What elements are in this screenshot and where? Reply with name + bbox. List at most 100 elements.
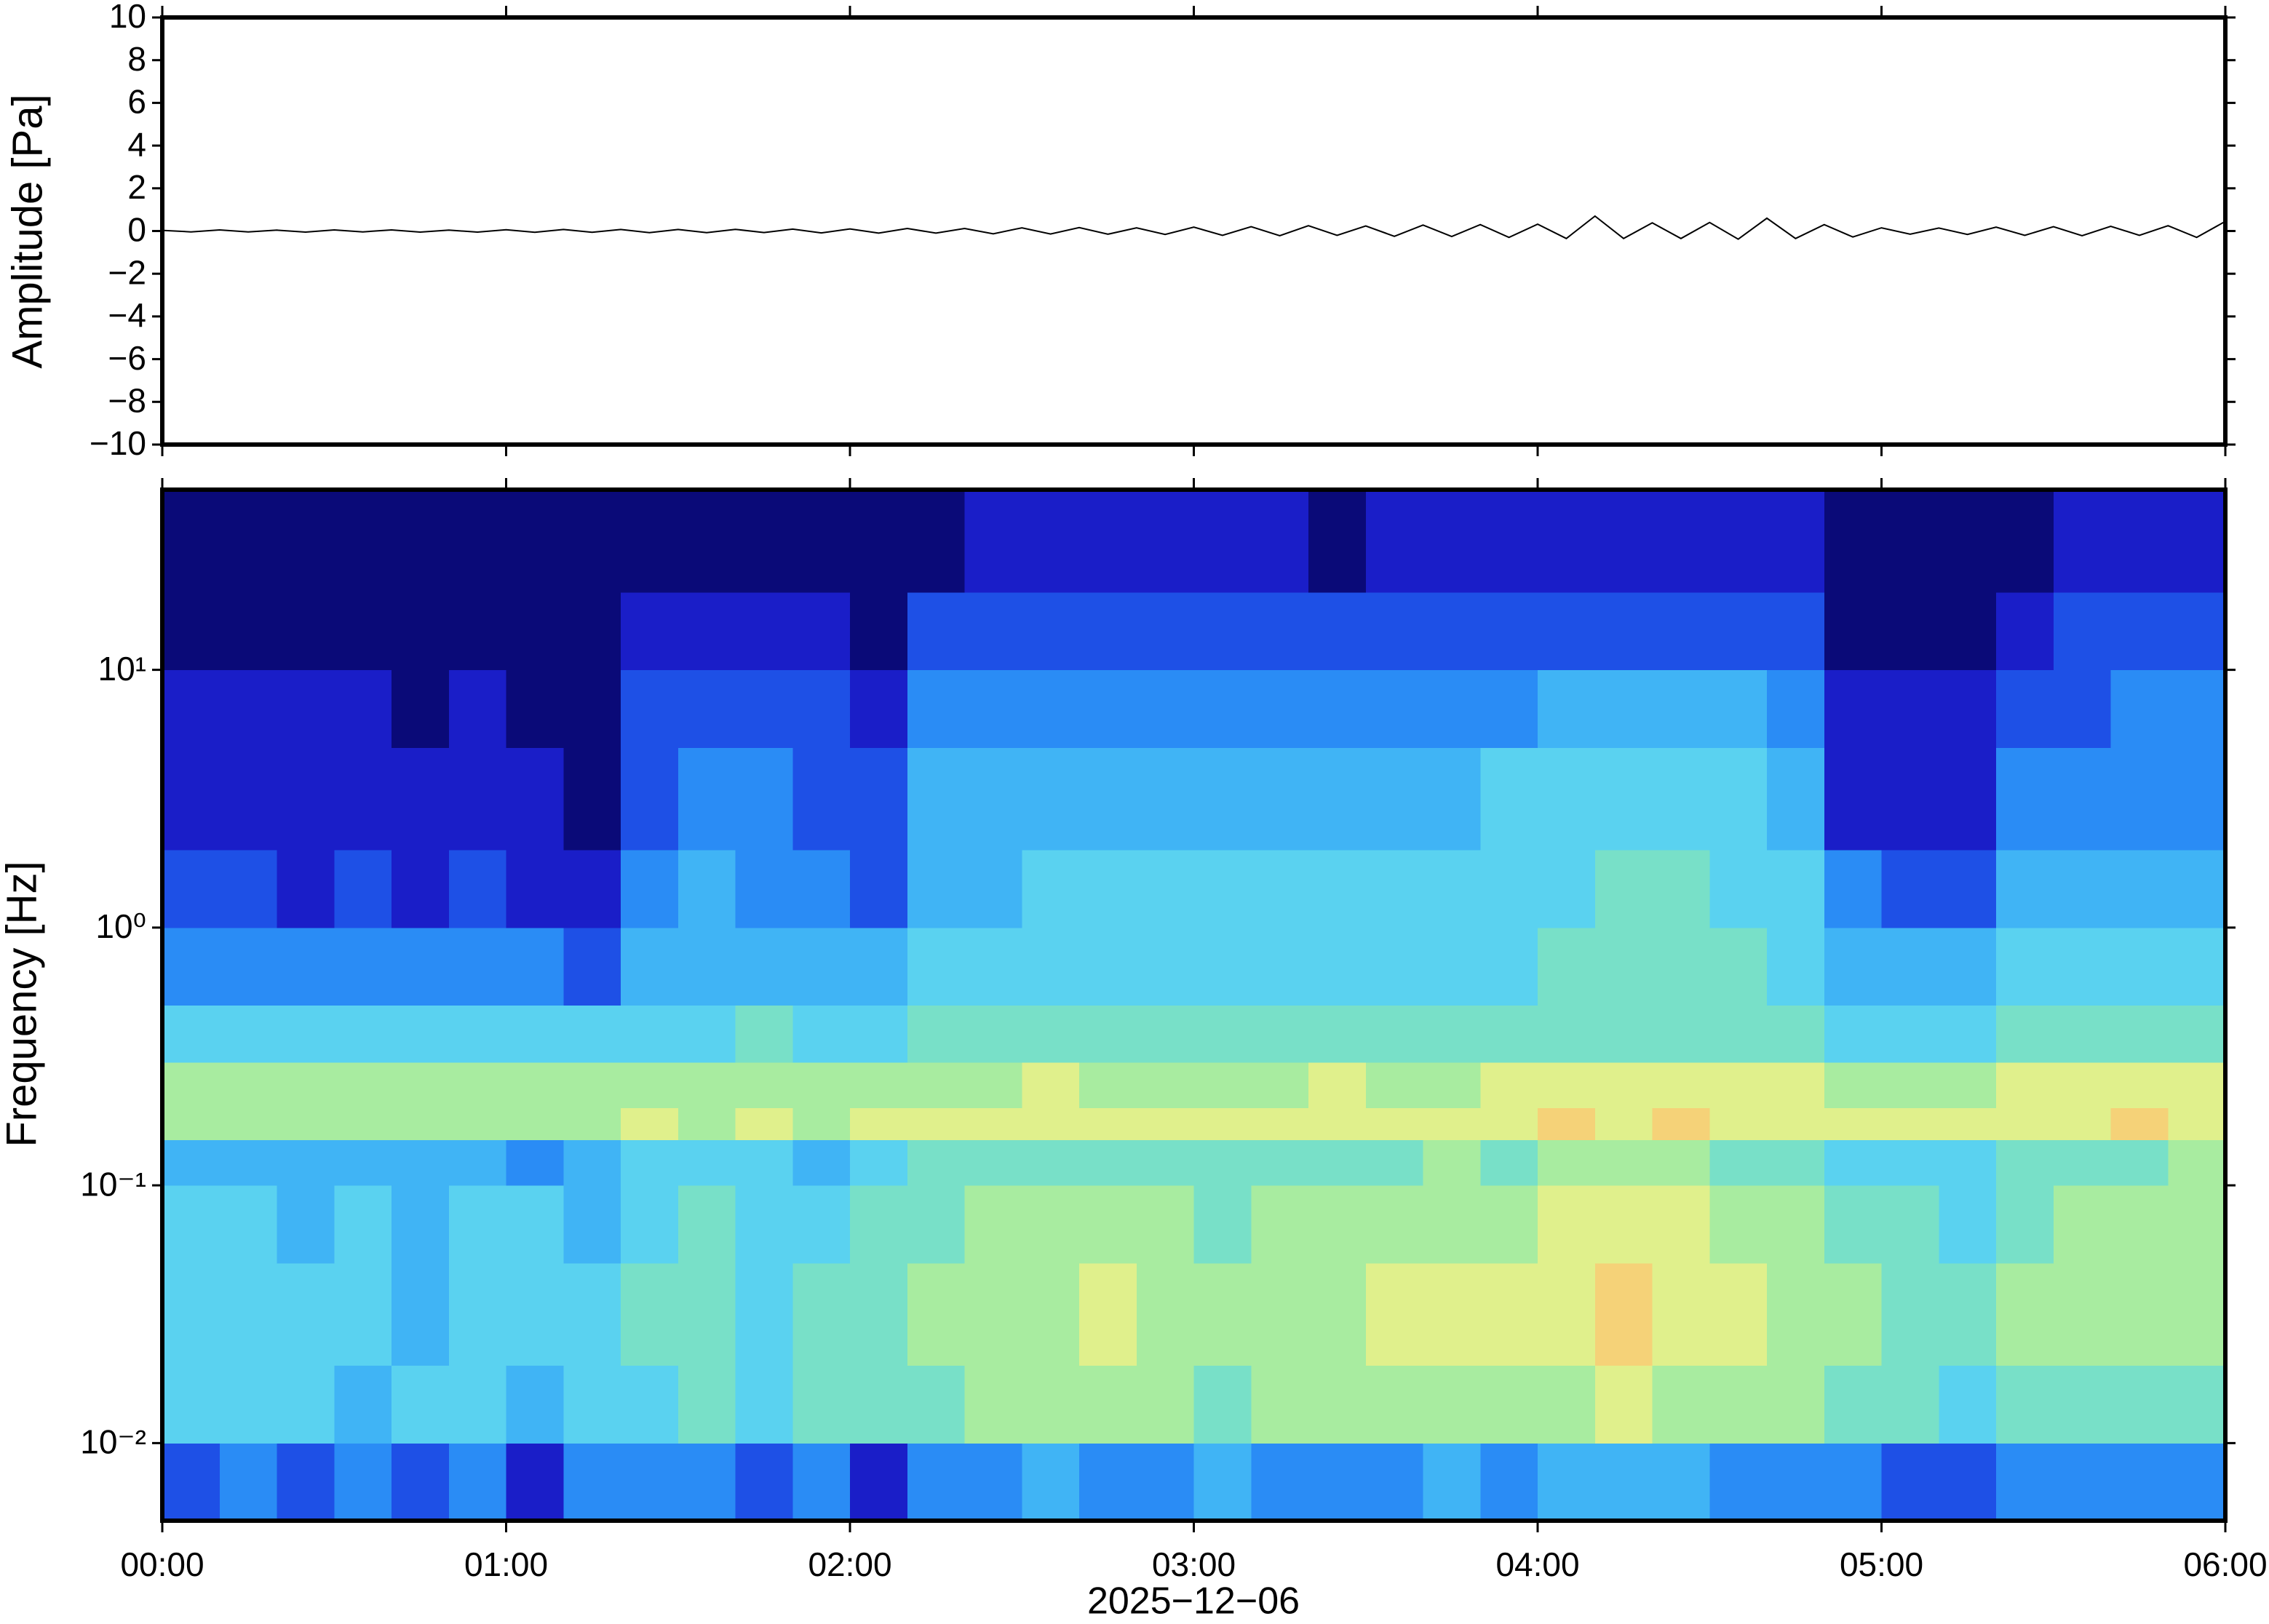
heatmap-cell [1480,747,1538,851]
heatmap-cell [677,1262,736,1366]
heatmap-cell [1709,1443,1768,1521]
heatmap-cell [277,1185,335,1264]
heatmap-cell [677,1185,736,1264]
heatmap-cell [1251,1005,1309,1063]
heatmap-cell [277,747,335,851]
heatmap-cell [448,1062,506,1108]
heatmap-cell [1767,490,1825,593]
heatmap-cell [1079,1262,1137,1366]
heatmap-cell [334,1262,392,1366]
heatmap-cell [1079,1107,1137,1141]
heatmap-cell [964,747,1022,851]
heatmap-cell [1308,1062,1367,1108]
heatmap-cell [2110,1185,2169,1264]
heatmap-cell [1480,850,1538,928]
heatmap-cell [1423,1365,1481,1444]
heatmap-cell [1136,592,1194,671]
heatmap-cell [506,669,564,748]
heatmap-cell [621,927,679,1006]
heatmap-cell [219,1262,277,1366]
heatmap-cell [1136,490,1194,593]
heatmap-cell [1652,1443,1710,1521]
heatmap-cell [563,1139,621,1186]
heatmap-cell [1136,1139,1194,1186]
heatmap-cell [1824,1365,1882,1444]
heatmap-cell [219,850,277,928]
heatmap-cell [1136,1443,1194,1521]
heatmap-cell [1365,1005,1423,1063]
heatmap-cell [1538,1365,1596,1444]
heatmap-cell [1767,927,1825,1006]
heatmap-cell [1652,1139,1710,1186]
heatmap-cell [1767,1185,1825,1264]
heatmap-cell [735,1262,793,1366]
y-tick-label: 10⁻¹ [80,1165,146,1203]
heatmap-cell [907,669,965,748]
heatmap-cell [162,927,220,1006]
heatmap-cell [2053,1185,2111,1264]
heatmap-cell [1079,1443,1137,1521]
heatmap-cell [1308,1005,1367,1063]
heatmap-cell [1136,1107,1194,1141]
heatmap-cell [964,850,1022,928]
heatmap-cell [1709,1185,1768,1264]
heatmap-cell [1594,1365,1653,1444]
heatmap-cell [1996,592,2054,671]
heatmap-cell [506,1262,564,1366]
heatmap-cell [1423,1005,1481,1063]
heatmap-cell [964,1185,1022,1264]
heatmap-cell [1824,490,1882,593]
heatmap-cell [334,1185,392,1264]
heatmap-cell [1881,1262,1939,1366]
heatmap-cell [964,927,1022,1006]
heatmap-cell [219,1062,277,1108]
heatmap-cell [392,850,450,928]
heatmap-cell [1538,1062,1596,1108]
heatmap-cell [1594,490,1653,593]
heatmap-cell [621,669,679,748]
heatmap-cell [2110,1139,2169,1186]
y-tick-label: 6 [127,83,146,121]
heatmap-cell [1136,1005,1194,1063]
heatmap-cell [334,1365,392,1444]
heatmap-cell [907,850,965,928]
heatmap-cell [1767,669,1825,748]
heatmap-cell [392,592,450,671]
heatmap-cell [1365,490,1423,593]
heatmap-cell [1136,1262,1194,1366]
heatmap-cell [1824,927,1882,1006]
heatmap-cell [735,1005,793,1063]
heatmap-cell [2110,1365,2169,1444]
heatmap-cell [621,1443,679,1521]
heatmap-cell [334,927,392,1006]
heatmap-cell [850,1365,908,1444]
waveform-line [162,215,2226,240]
heatmap-cell [850,592,908,671]
heatmap-cell [1308,1443,1367,1521]
heatmap-cell [677,592,736,671]
heatmap-cell [563,592,621,671]
heatmap-cell [1939,927,1997,1006]
heatmap-cell [506,1107,564,1141]
y-tick-label: 10 [109,0,146,35]
heatmap-cell [277,592,335,671]
heatmap-cell [1308,927,1367,1006]
heatmap-cell [1365,747,1423,851]
heatmap-cell [1881,1062,1939,1108]
heatmap-cell [2168,1139,2226,1186]
heatmap-cell [1996,927,2054,1006]
heatmap-cell [277,927,335,1006]
heatmap-cell [1308,850,1367,928]
heatmap-cell [850,747,908,851]
heatmap-cell [1767,592,1825,671]
heatmap-cell [1824,1139,1882,1186]
heatmap-cell [392,669,450,748]
heatmap-cell [1480,669,1538,748]
heatmap-cell [2110,592,2169,671]
heatmap-cell [1652,1062,1710,1108]
heatmap-cell [2053,1262,2111,1366]
heatmap-cell [162,1062,220,1108]
heatmap-cell [1824,1005,1882,1063]
heatmap-cell [735,1185,793,1264]
